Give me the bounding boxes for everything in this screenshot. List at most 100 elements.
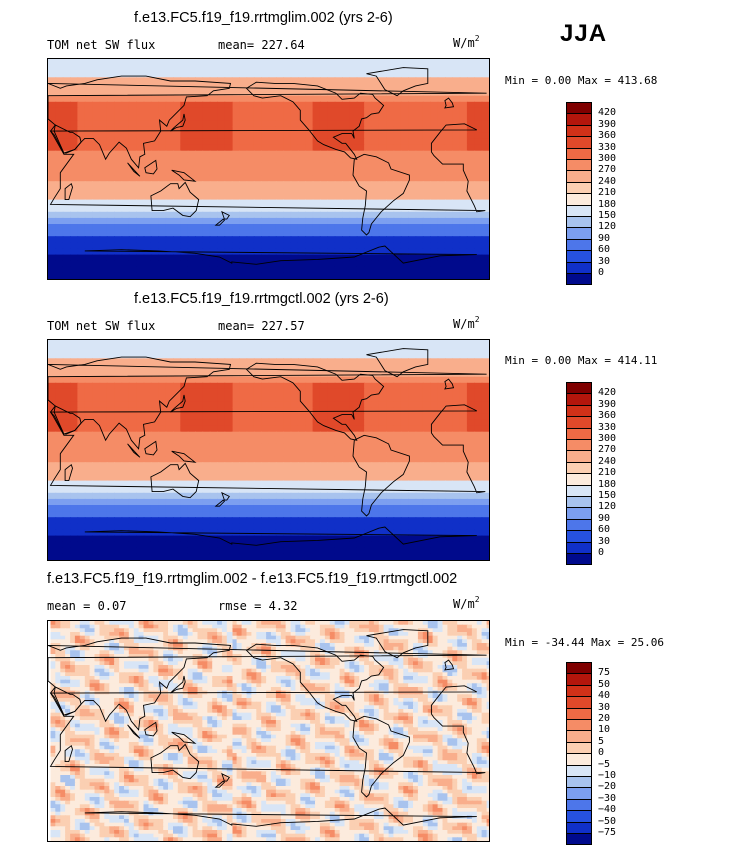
map-cell [459, 480, 468, 488]
map-cell [481, 541, 489, 549]
map-cell [180, 511, 189, 518]
map-cell [209, 492, 218, 500]
map-cell [400, 456, 409, 463]
map-cell [349, 401, 358, 408]
map-cell [246, 480, 255, 488]
map-cell [221, 624, 228, 630]
map-cell [261, 523, 270, 531]
map-cell [305, 492, 314, 500]
map-cell [474, 71, 483, 79]
map-cell [430, 205, 439, 213]
map-cell [65, 635, 71, 641]
map-cell [158, 120, 167, 127]
map-cell [84, 107, 93, 115]
map-cell [99, 101, 108, 109]
map-cell [173, 224, 182, 231]
map-cell [70, 71, 79, 79]
map-cell [187, 450, 196, 457]
map-cell [466, 254, 476, 262]
map-cell [378, 211, 387, 219]
map-cell [70, 553, 79, 560]
map-cell [231, 624, 238, 630]
map-cell [378, 388, 387, 396]
map-cell [55, 474, 64, 482]
map-cell [342, 462, 351, 470]
map-cell [430, 535, 439, 543]
map-cell [300, 635, 306, 641]
map-cell [275, 230, 285, 237]
map-cell [356, 114, 365, 121]
map-cell [92, 395, 101, 402]
map-cell [319, 511, 329, 518]
map-cell [84, 388, 93, 396]
map-cell [371, 59, 380, 66]
map-cell [459, 242, 468, 250]
map-cell [305, 65, 314, 72]
map-cell [224, 254, 233, 262]
map-cell [378, 138, 387, 146]
map-cell [393, 517, 402, 525]
map-cell [430, 486, 439, 494]
map-cell [165, 95, 174, 103]
map-cell [471, 632, 478, 637]
map-cell [327, 480, 336, 488]
map-cell [356, 431, 365, 439]
map-cell [268, 547, 277, 555]
map-cell [261, 437, 270, 445]
map-cell [84, 480, 93, 488]
map-cell [187, 635, 194, 641]
map-cell [180, 254, 189, 262]
map-cell [430, 59, 439, 66]
map-cell [143, 150, 152, 158]
map-cell [342, 59, 351, 66]
map-cell [150, 181, 160, 189]
map-cell [312, 193, 321, 201]
map-cell [99, 205, 108, 213]
map-cell [202, 95, 211, 103]
map-cell [217, 272, 226, 279]
map-cell [224, 187, 233, 195]
map-cell [231, 59, 240, 66]
map-cell [459, 456, 468, 463]
map-cell [158, 425, 167, 433]
map-cell [459, 553, 468, 560]
map-cell [408, 187, 417, 195]
map-cell [437, 529, 446, 537]
map-cell [217, 468, 226, 476]
map-cell [334, 340, 343, 347]
map-cell [371, 169, 380, 176]
map-cell [261, 643, 267, 648]
map-cell [158, 456, 167, 463]
map-cell [261, 376, 270, 384]
map-cell [364, 138, 373, 146]
map-cell [371, 132, 380, 140]
coastline [171, 450, 197, 463]
map-cell [444, 474, 454, 482]
map-cell [77, 468, 86, 476]
coastline [49, 123, 486, 213]
coastline [49, 405, 82, 435]
map-cell [143, 419, 152, 427]
map-cell [305, 382, 314, 390]
colorbar-tick-label: 30 [598, 255, 611, 267]
map-cell [270, 632, 277, 637]
map-cell [466, 211, 476, 219]
map-cell [268, 370, 277, 378]
map-cell [268, 71, 277, 79]
map-cell [408, 340, 417, 347]
map-cell [48, 462, 57, 470]
map-cell [334, 71, 343, 79]
map-cell [327, 77, 336, 85]
map-cell [158, 181, 167, 189]
map-cell [297, 450, 307, 457]
map-cell [400, 144, 409, 152]
map-cell [62, 120, 71, 127]
map-cell [349, 120, 358, 127]
map-cell [165, 150, 174, 158]
map-cell [329, 643, 336, 648]
map-cell [290, 407, 299, 415]
map-cell [297, 260, 307, 268]
map-cell [466, 59, 476, 66]
map-cell [195, 407, 204, 415]
map-cell [231, 181, 240, 189]
